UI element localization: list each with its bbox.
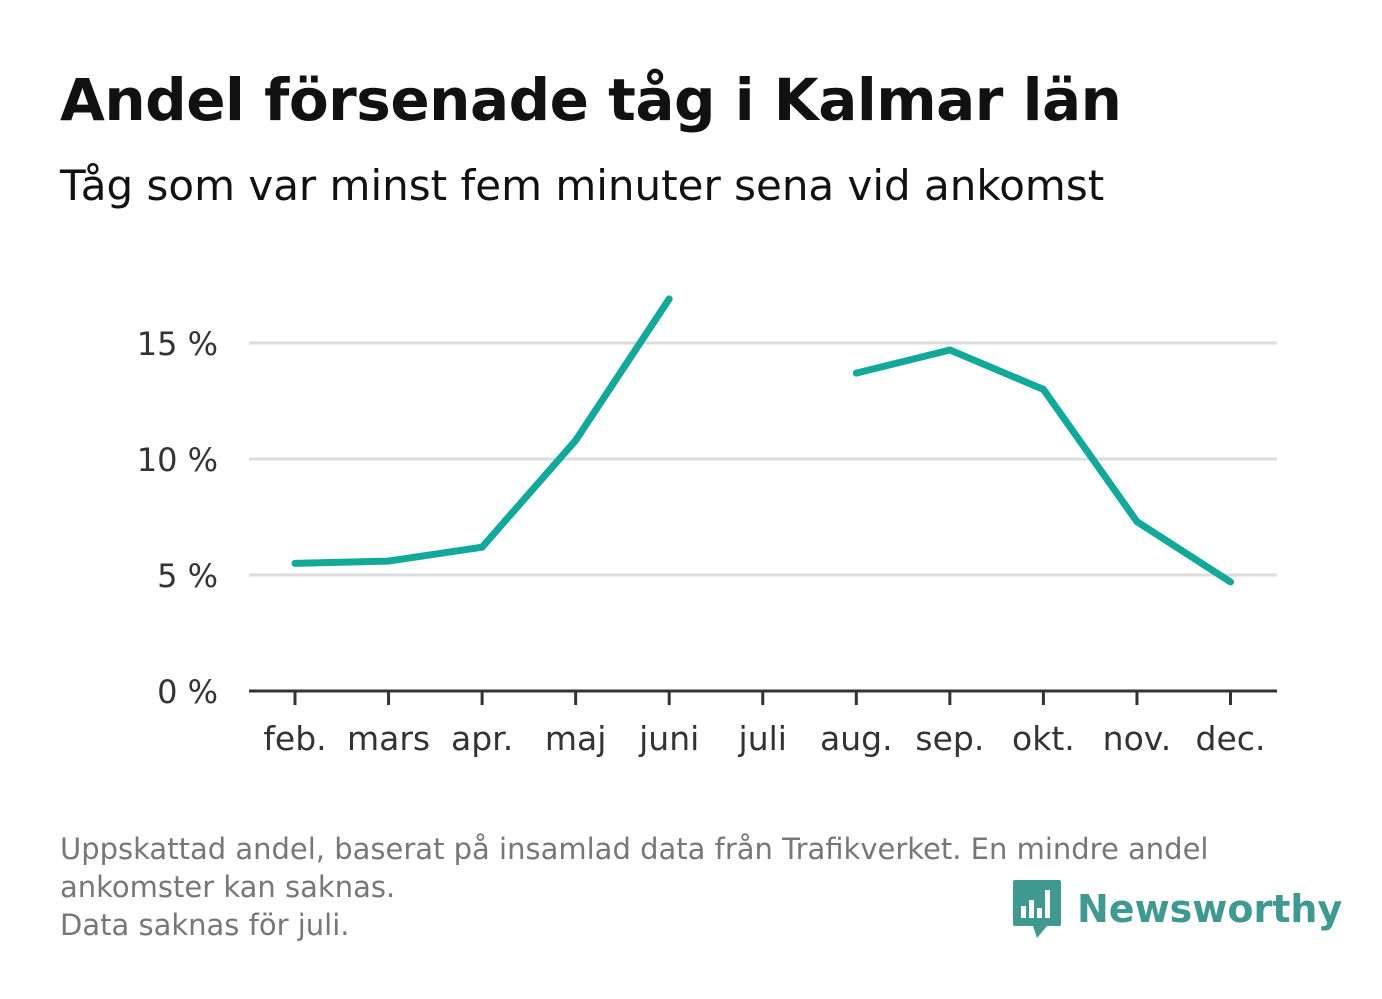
x-tick-label: aug. [820, 719, 893, 758]
x-tick-label: dec. [1196, 719, 1266, 758]
footnote-line-2: ankomster kan saknas. [60, 870, 396, 904]
brand-logo: Newsworthy [1011, 878, 1342, 940]
data-point [946, 346, 954, 354]
data-point [1227, 578, 1234, 586]
y-tick-label: 5 % [157, 557, 218, 595]
x-tick-label: sep. [915, 719, 984, 758]
data-point [852, 369, 860, 377]
x-tick-label: mars [347, 719, 430, 758]
footnote-line-1: Uppskattad andel, baserat på insamlad da… [60, 832, 1209, 866]
data-point [665, 295, 673, 303]
x-tick-label: okt. [1012, 719, 1075, 758]
y-axis: 0 % 5 % 10 % 15 % [137, 325, 218, 711]
bar-chart-speech-bubble-icon [1013, 880, 1061, 938]
series-line-segment [855, 346, 1233, 585]
x-tick-label: maj [545, 719, 607, 758]
brand-name: Newsworthy [1077, 887, 1343, 931]
series-layer [291, 295, 1234, 586]
y-tick-label: 0 % [157, 673, 218, 711]
footnote: Uppskattad andel, baserat på insamlad da… [60, 830, 1320, 944]
x-tick-label: nov. [1103, 719, 1172, 758]
x-tick-label: apr. [451, 719, 513, 758]
x-tick-label: juli [738, 719, 787, 758]
x-axis: feb. mars apr. maj juni juli aug. sep. okt. nov. d… [249, 689, 1277, 758]
chart-title: Andel försenade tåg i Kalmar län [60, 66, 1122, 134]
data-point [291, 559, 299, 567]
data-point [478, 543, 486, 551]
x-tick-label: feb. [263, 719, 326, 758]
line-chart: feb. mars apr. maj juni juli aug. sep. okt. nov. d… [137, 295, 1277, 758]
x-tick-label: juni [638, 719, 699, 758]
y-tick-label: 15 % [137, 325, 218, 363]
footnote-line-3: Data saknas för juli. [60, 908, 350, 942]
gridlines [249, 341, 1277, 577]
y-tick-label: 10 % [137, 441, 218, 479]
chart-subtitle: Tåg som var minst fem minuter sena vid a… [60, 161, 1105, 210]
series-line-segment [294, 296, 673, 567]
data-point [385, 557, 393, 565]
data-point [1039, 385, 1047, 393]
data-point [1133, 518, 1141, 526]
data-point [572, 436, 580, 444]
